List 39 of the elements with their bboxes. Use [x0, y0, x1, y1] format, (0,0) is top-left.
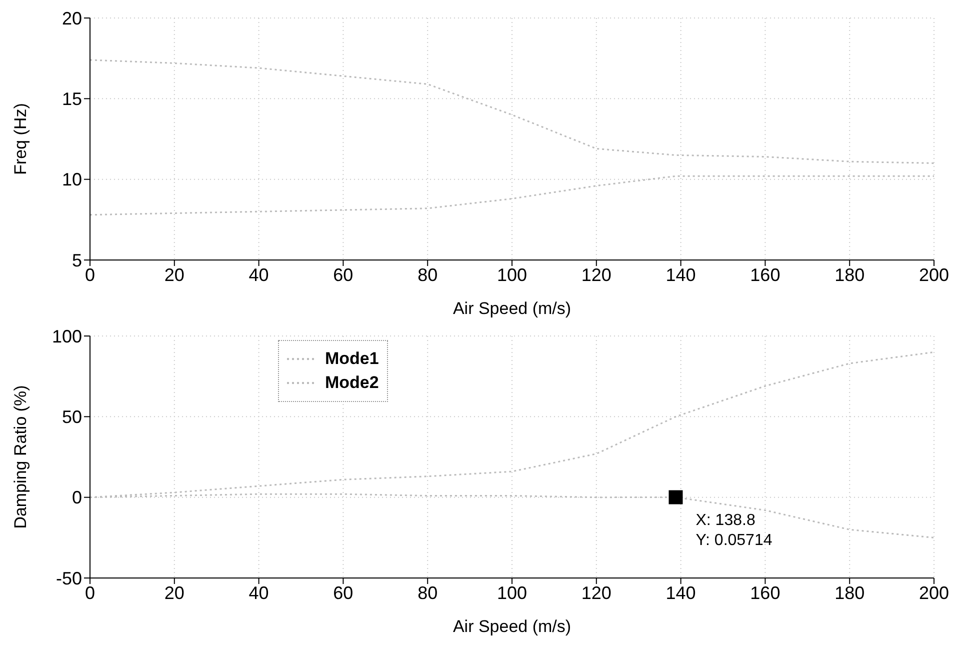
x-tick-label: 140 — [666, 264, 696, 285]
x-tick-label: 60 — [333, 582, 354, 603]
x-tick-label: 160 — [750, 582, 780, 603]
y-tick-label: -50 — [56, 568, 82, 588]
x-tick-label: 100 — [496, 582, 528, 603]
y-tick-label: 20 — [62, 8, 82, 28]
line-series — [90, 175, 934, 216]
x-axis-title: Air Speed (m/s) — [452, 617, 572, 636]
y-tick-label: 50 — [62, 407, 82, 428]
y-axis-title: Freq (Hz) — [11, 103, 30, 175]
y-tick-label: 100 — [52, 326, 82, 346]
x-tick-label: 0 — [84, 264, 96, 285]
x-axis-title: Air Speed (m/s) — [452, 299, 572, 318]
legend-label: Mode2 — [325, 373, 379, 393]
x-tick-label: 40 — [248, 264, 269, 285]
x-tick-label: 120 — [581, 582, 612, 603]
y-tick-label: 0 — [72, 488, 82, 508]
x-tick-label: 120 — [581, 264, 612, 285]
x-tick-label: 140 — [666, 582, 696, 603]
x-tick-label: 80 — [418, 582, 438, 603]
y-tick-label: 5 — [72, 250, 82, 270]
legend-label: Mode1 — [325, 349, 379, 369]
x-tick-label: 180 — [834, 582, 865, 603]
annotation: X: 138.8 Y: 0.05714 — [696, 512, 772, 550]
x-tick-label: 0 — [84, 582, 96, 603]
x-tick-label: 40 — [248, 582, 269, 603]
x-tick-label: 80 — [418, 264, 438, 285]
x-tick-label: 200 — [918, 264, 950, 285]
x-tick-label: 20 — [164, 264, 184, 285]
y-tick-label: 10 — [62, 170, 82, 190]
x-tick-label: 20 — [164, 582, 184, 603]
y-axis-title: Damping Ratio (%) — [11, 385, 30, 529]
line-series — [90, 59, 934, 164]
x-tick-label: 180 — [834, 264, 865, 285]
x-tick-label: 160 — [750, 264, 780, 285]
x-tick-label: 60 — [333, 264, 354, 285]
x-tick-label: 200 — [918, 582, 950, 603]
y-tick-label: 15 — [62, 89, 82, 110]
x-tick-label: 100 — [496, 264, 528, 285]
